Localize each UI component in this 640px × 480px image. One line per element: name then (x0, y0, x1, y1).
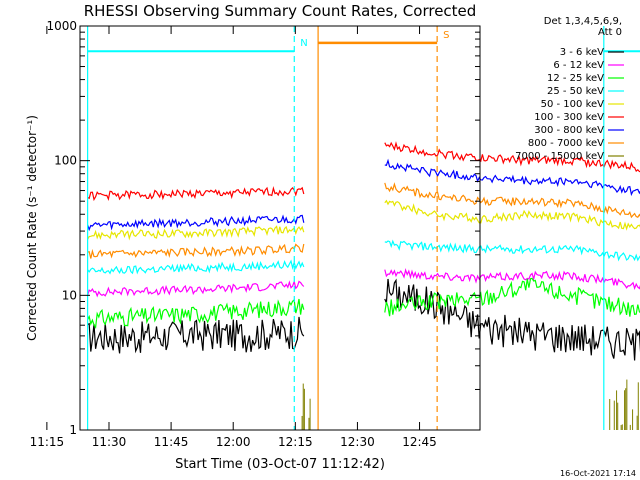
series-line-1-after (384, 267, 640, 291)
series-line-1-before (87, 279, 305, 298)
legend-label: 300 - 800 keV (534, 125, 604, 136)
y-tick-label: 10 (62, 288, 77, 302)
x-tick-label: 11:45 (154, 435, 189, 449)
series-line-3-before (87, 259, 305, 275)
legend-label: 25 - 50 keV (547, 86, 604, 97)
x-tick-label: 12:00 (216, 435, 251, 449)
series-line-2-before (87, 298, 305, 330)
x-tick-label: 11:15 (30, 435, 65, 449)
y-tick-label: 100 (54, 154, 77, 168)
series-line-4-before (87, 225, 305, 241)
legend-header: Att 0 (598, 27, 622, 38)
x-tick-label: 11:30 (92, 435, 127, 449)
x-tick-label: 12:45 (402, 435, 437, 449)
x-tick-label: 12:15 (278, 435, 313, 449)
series-line-6-after (384, 158, 640, 197)
x-tick-label: 12:30 (340, 435, 375, 449)
timestamp-text: 16-Oct-2021 17:14 (560, 469, 636, 478)
marker-lines: NS (87, 26, 640, 430)
series-line-3-after (384, 239, 640, 262)
legend-label: 800 - 7000 keV (528, 138, 604, 149)
marker-label: S (443, 30, 449, 41)
series-line-0-after (384, 278, 640, 361)
y-axis-label: Corrected Count Rate (s⁻¹ detector⁻¹) (25, 115, 39, 341)
legend-label: 3 - 6 keV (560, 47, 604, 58)
legend: Det 1,3,4,5,6,9,Att 0 3 - 6 keV 6 - 12 keV… (515, 16, 624, 162)
y-tick-label: 1 (69, 423, 77, 437)
legend-label: 6 - 12 keV (553, 60, 604, 71)
series-line-2-after (384, 277, 640, 317)
marker-label: N (300, 38, 307, 49)
series-line-5-after (384, 141, 640, 173)
legend-label: 7000 - 15000 keV (515, 151, 604, 162)
series-line-7-after (384, 182, 640, 219)
legend-label: 12 - 25 keV (547, 73, 604, 84)
legend-label: 50 - 100 keV (541, 99, 605, 110)
chart-title: RHESSI Observing Summary Count Rates, Co… (84, 2, 477, 20)
legend-header: Det 1,3,4,5,6,9, (544, 16, 622, 27)
y-tick-label: 1000 (46, 19, 77, 33)
axes: 11:15 11:30 11:45 12:00 12:15 12:30 12:45 1 10 10… (30, 19, 481, 449)
series-line-5-before (87, 185, 305, 202)
legend-label: 100 - 300 keV (534, 112, 604, 123)
series-lines (87, 141, 640, 430)
plot-frame (79, 25, 481, 431)
series-line-7-before (87, 243, 305, 259)
series-line-4-after (384, 199, 640, 231)
series-line-6-before (87, 214, 305, 232)
series-line-0-before (87, 316, 305, 354)
x-axis-label: Start Time (03-Oct-07 11:12:42) (175, 457, 385, 472)
